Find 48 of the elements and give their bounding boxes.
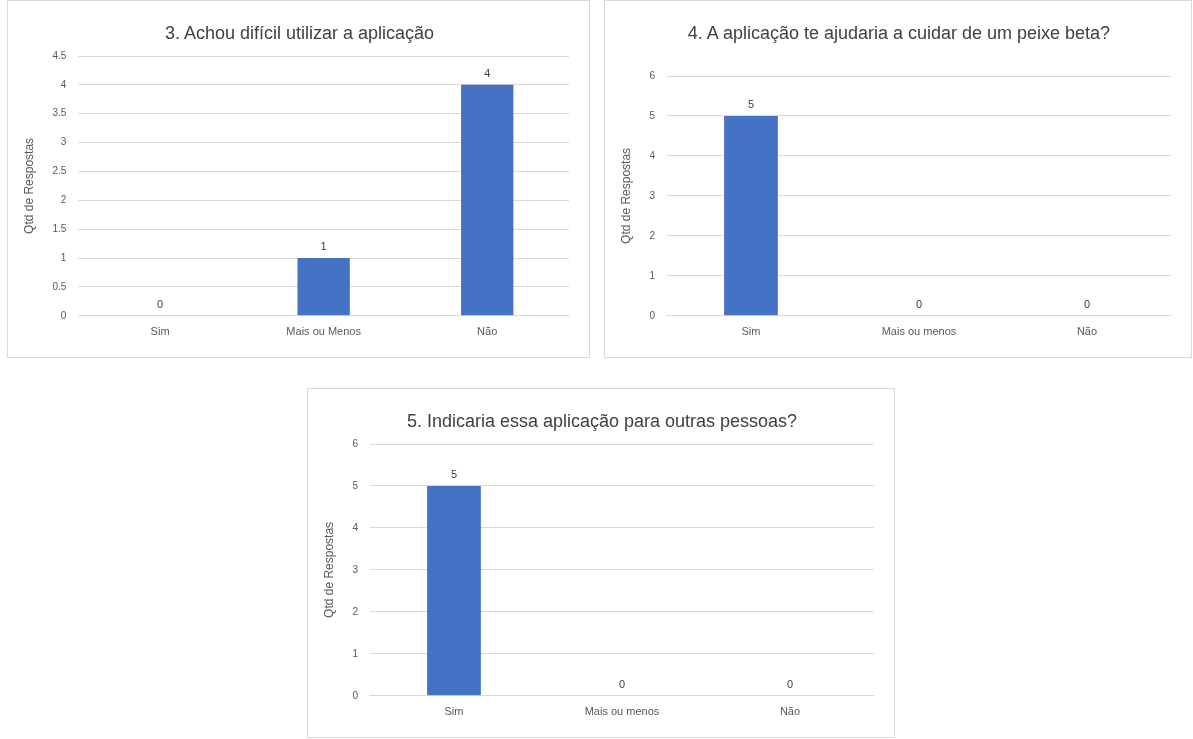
x-tick-label: Mais ou Menos	[286, 325, 362, 338]
y-tick-label: 4	[352, 521, 359, 533]
y-tick-label: 4	[649, 149, 656, 161]
y-tick-label: 3	[60, 136, 67, 148]
y-tick-label: 0	[60, 309, 67, 321]
y-tick-label: 1	[649, 269, 656, 281]
y-tick-label: 3.5	[52, 107, 67, 119]
data-label: 4	[484, 66, 491, 79]
x-tick-label: Sim	[444, 705, 464, 718]
y-tick-label: 5	[649, 109, 656, 121]
y-tick-label: 2	[649, 229, 656, 241]
x-tick-label: Não	[477, 325, 498, 338]
chart-title: 4. A aplicação te ajudaria a cuidar de um peixe beta?	[686, 22, 1112, 45]
y-tick-label: 4.5	[52, 49, 67, 61]
y-tick-label: 0	[649, 309, 656, 321]
y-tick-label: 6	[352, 437, 359, 449]
data-label: 5	[747, 97, 755, 110]
y-axis-title: Qtd de Respostas	[321, 521, 336, 618]
data-label: 0	[786, 677, 794, 690]
x-tick-label: Sim	[741, 325, 761, 338]
data-label: 1	[320, 240, 327, 253]
y-tick-label: 2.5	[52, 165, 67, 177]
y-tick-label: 1	[352, 647, 359, 659]
y-tick-label: 0	[352, 689, 359, 701]
x-tick-label: Não	[779, 705, 801, 718]
y-axis-title: Qtd de Respostas	[21, 137, 36, 234]
y-axis-title: Qtd de Respostas	[618, 147, 633, 244]
y-tick-label: 3	[649, 189, 656, 201]
chart-title: 3. Achou difícil utilizar a aplicação	[163, 22, 436, 45]
data-label: 0	[618, 677, 626, 690]
y-tick-label: 2	[60, 194, 67, 206]
data-label: 0	[915, 297, 923, 310]
x-tick-label: Sim	[150, 325, 170, 338]
y-tick-label: 1.5	[52, 222, 67, 234]
data-label: 5	[450, 467, 458, 480]
y-tick-label: 0.5	[52, 280, 67, 292]
x-tick-label: Mais ou menos	[584, 705, 660, 718]
chart-title: 5. Indicaria essa aplicação para outras pessoas?	[405, 410, 799, 433]
y-tick-label: 1	[60, 251, 67, 263]
y-tick-label: 3	[352, 563, 359, 575]
y-tick-label: 4	[60, 78, 67, 90]
data-label: 0	[1083, 297, 1091, 310]
y-tick-label: 5	[352, 479, 359, 491]
x-tick-label: Não	[1076, 325, 1098, 338]
y-tick-label: 6	[649, 69, 656, 81]
y-tick-label: 2	[352, 605, 359, 617]
x-tick-label: Mais ou menos	[881, 325, 957, 338]
data-label: 0	[157, 297, 164, 310]
